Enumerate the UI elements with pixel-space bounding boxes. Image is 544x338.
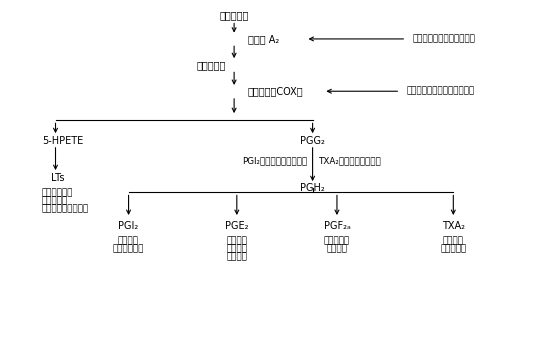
Text: 甾体抗炎药（糖皮质激素）: 甾体抗炎药（糖皮质激素） bbox=[413, 34, 475, 44]
Text: 诱发炎症: 诱发炎症 bbox=[226, 237, 248, 246]
Text: PGF₂ₐ: PGF₂ₐ bbox=[324, 221, 350, 231]
Text: PGH₂: PGH₂ bbox=[300, 184, 325, 193]
Text: 收缩支气管: 收缩支气管 bbox=[324, 237, 350, 246]
Text: 非甾体抗炎药（阿司匹林类）: 非甾体抗炎药（阿司匹林类） bbox=[406, 87, 474, 96]
Text: PGG₂: PGG₂ bbox=[300, 136, 325, 145]
Text: 参与过敏反应: 参与过敏反应 bbox=[42, 189, 73, 198]
Text: LTs: LTs bbox=[51, 173, 65, 183]
Text: 收缩血管: 收缩血管 bbox=[326, 244, 348, 253]
Text: 花生四烯酸: 花生四烯酸 bbox=[196, 60, 226, 70]
Text: 抗血小板聚集: 抗血小板聚集 bbox=[113, 244, 144, 253]
Text: 磷脂酶 A₂: 磷脂酶 A₂ bbox=[248, 34, 279, 44]
Text: TXA₂合成酶（血小板）: TXA₂合成酶（血小板） bbox=[318, 156, 381, 165]
Text: 收缩血管: 收缩血管 bbox=[443, 237, 464, 246]
Text: 血小板聚集: 血小板聚集 bbox=[440, 244, 466, 253]
Text: 血管扩张: 血管扩张 bbox=[118, 237, 139, 246]
Text: 白细胞趋化诱发炎症: 白细胞趋化诱发炎症 bbox=[42, 204, 89, 213]
Text: TXA₂: TXA₂ bbox=[442, 221, 465, 231]
Text: 发热致痛: 发热致痛 bbox=[226, 244, 248, 253]
Text: 细胞膜磷脂: 细胞膜磷脂 bbox=[219, 10, 249, 21]
Text: 支气管收缩: 支气管收缩 bbox=[42, 196, 68, 206]
Text: PGE₂: PGE₂ bbox=[225, 221, 249, 231]
Text: 环氧合酶（COX）: 环氧合酶（COX） bbox=[248, 86, 303, 96]
Text: PGI₂合成酶（血管内皮）: PGI₂合成酶（血管内皮） bbox=[242, 156, 307, 165]
Text: 收缩子宫: 收缩子宫 bbox=[226, 252, 248, 261]
Text: PGI₂: PGI₂ bbox=[119, 221, 139, 231]
Text: 5-HPETE: 5-HPETE bbox=[42, 136, 83, 145]
